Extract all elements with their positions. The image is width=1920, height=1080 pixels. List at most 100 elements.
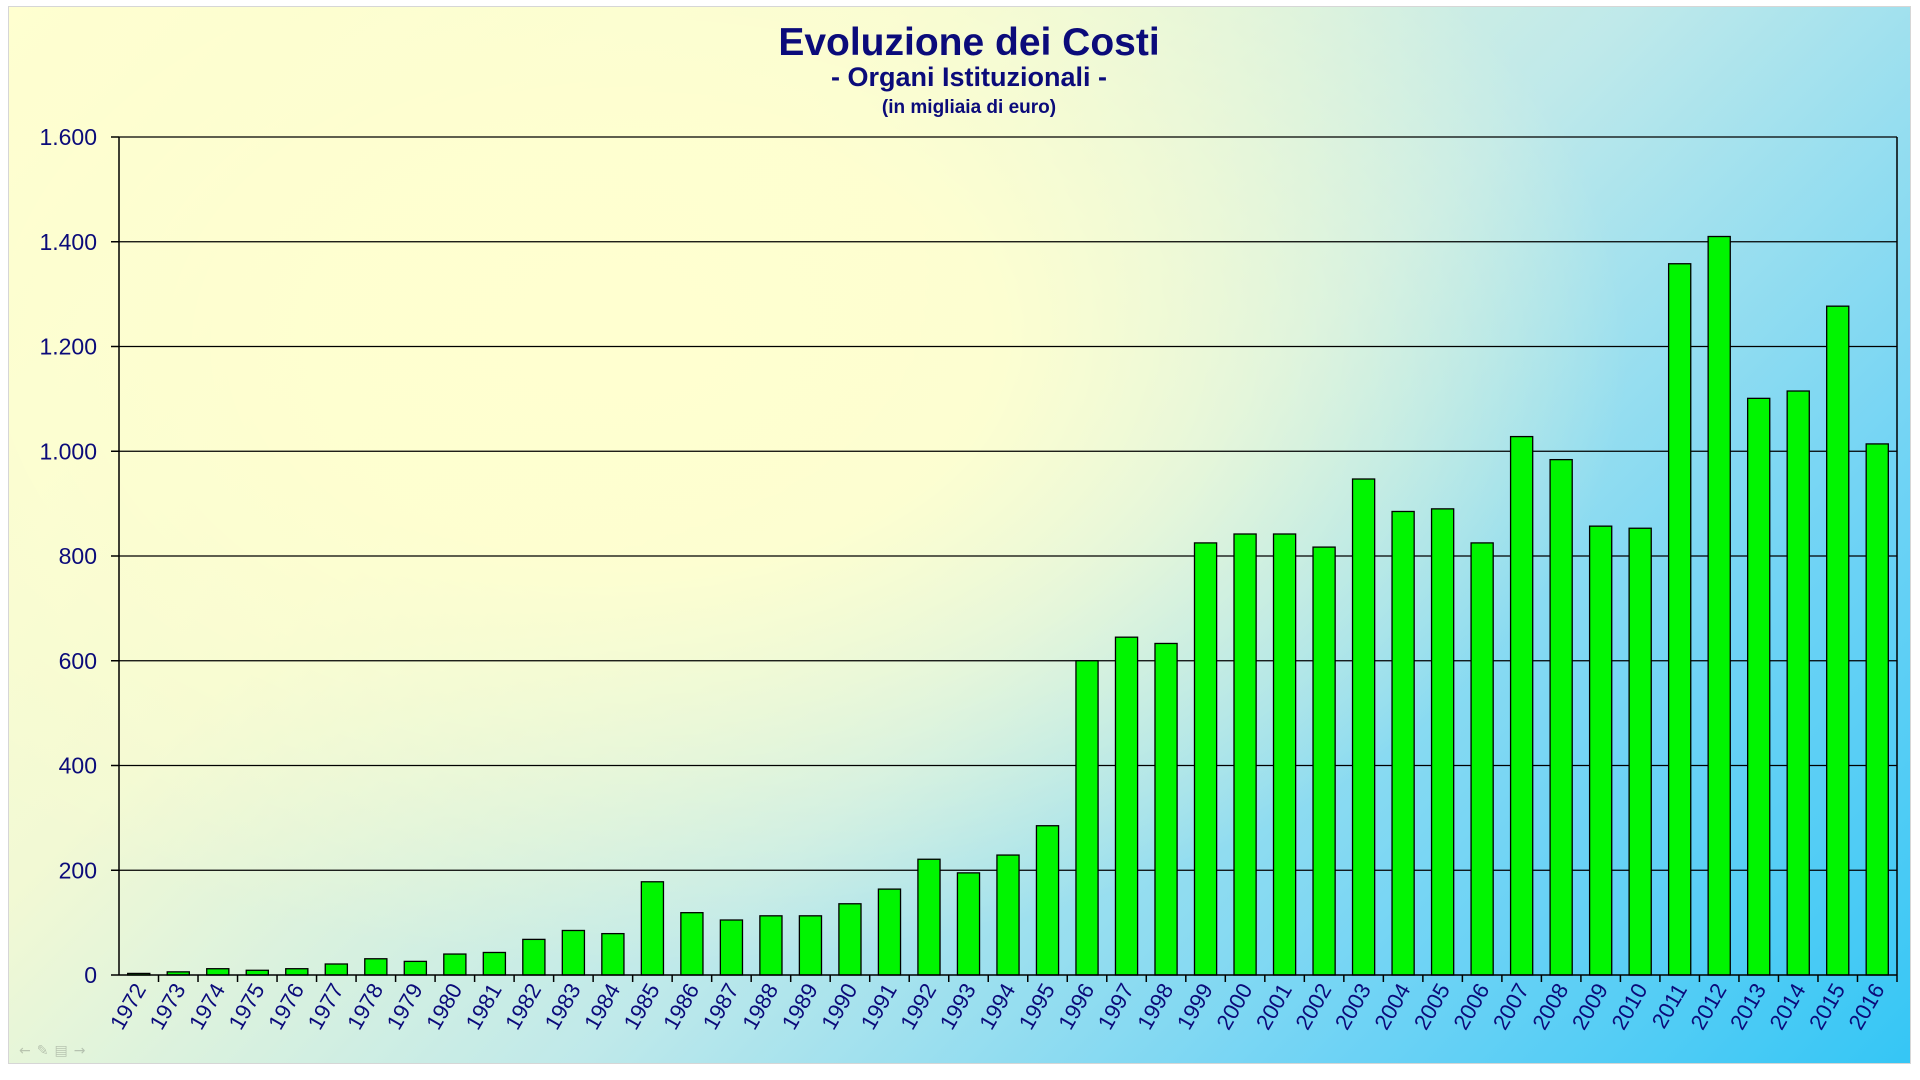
x-tick-label: 1996 bbox=[1053, 979, 1099, 1034]
bar-2014 bbox=[1786, 390, 1810, 976]
bar-2010 bbox=[1628, 527, 1652, 976]
bar-1981 bbox=[482, 951, 507, 976]
pen-icon[interactable]: ✎ bbox=[36, 1043, 49, 1059]
bar-1992 bbox=[917, 858, 941, 976]
bar-2001 bbox=[1272, 533, 1297, 976]
x-tick-label: 2007 bbox=[1488, 979, 1534, 1034]
bar-1985 bbox=[640, 881, 665, 976]
bar-1994 bbox=[996, 854, 1020, 976]
bar-1982 bbox=[522, 938, 546, 976]
y-tick-label: 1.200 bbox=[39, 334, 97, 360]
x-tick-label: 1976 bbox=[263, 979, 309, 1034]
bar-1996 bbox=[1075, 660, 1099, 976]
bar-2012 bbox=[1707, 235, 1731, 976]
x-tick-label: 2003 bbox=[1330, 979, 1376, 1034]
x-tick-label: 1999 bbox=[1172, 979, 1218, 1034]
x-tick-label: 1982 bbox=[500, 979, 546, 1034]
axes bbox=[111, 136, 1898, 982]
x-tick-label: 1972 bbox=[105, 979, 151, 1034]
x-tick-label: 2002 bbox=[1290, 979, 1336, 1034]
x-tick-label: 1984 bbox=[579, 979, 625, 1034]
bar-2006 bbox=[1470, 542, 1494, 976]
bar-2009 bbox=[1588, 525, 1613, 976]
x-tick-label: 2016 bbox=[1843, 979, 1889, 1034]
x-tick-label: 1987 bbox=[698, 979, 744, 1034]
x-tick-label: 1988 bbox=[737, 979, 783, 1034]
bar-2013 bbox=[1746, 397, 1771, 976]
x-tick-label: 1990 bbox=[816, 979, 862, 1034]
x-tick-label: 1992 bbox=[895, 979, 941, 1034]
bar-2008 bbox=[1549, 458, 1573, 976]
chart-title: Evoluzione dei Costi bbox=[778, 21, 1159, 64]
x-tick-label: 2004 bbox=[1369, 979, 1415, 1034]
x-tick-label: 1991 bbox=[856, 979, 902, 1034]
bar-1987 bbox=[719, 919, 744, 976]
bar-1976 bbox=[285, 968, 309, 976]
menu-icon[interactable]: ▤ bbox=[54, 1043, 68, 1059]
y-tick-label: 1.000 bbox=[39, 438, 97, 464]
bar-1986 bbox=[680, 912, 704, 976]
bar-1989 bbox=[798, 915, 823, 976]
x-tick-label: 1985 bbox=[619, 979, 665, 1034]
bars bbox=[127, 235, 1889, 976]
bar-1990 bbox=[838, 903, 862, 976]
bar-1988 bbox=[759, 915, 783, 976]
x-tick-label: 1979 bbox=[382, 979, 428, 1034]
x-tick-label: 1973 bbox=[144, 979, 190, 1034]
y-tick-label: 800 bbox=[59, 543, 97, 569]
x-tick-label: 2005 bbox=[1409, 979, 1455, 1034]
bar-2004 bbox=[1391, 510, 1415, 976]
x-tick-label: 1978 bbox=[342, 979, 388, 1034]
x-tick-label: 2014 bbox=[1764, 979, 1810, 1034]
bar-1999 bbox=[1193, 542, 1218, 976]
x-tick-label: 2000 bbox=[1211, 979, 1257, 1034]
x-tick-label: 2012 bbox=[1685, 979, 1731, 1034]
bar-2002 bbox=[1312, 546, 1336, 976]
x-tick-label: 1981 bbox=[461, 979, 507, 1034]
bar-1977 bbox=[324, 963, 349, 976]
y-tick-label: 0 bbox=[84, 962, 97, 988]
x-tick-label: 1980 bbox=[421, 979, 467, 1034]
y-tick-label: 200 bbox=[59, 857, 97, 883]
x-tick-label: 1986 bbox=[658, 979, 704, 1034]
bar-2000 bbox=[1233, 533, 1257, 976]
bar-1991 bbox=[877, 888, 902, 976]
bar-1980 bbox=[443, 953, 467, 976]
next-arrow-icon[interactable]: → bbox=[73, 1043, 86, 1059]
x-tick-label: 2010 bbox=[1606, 979, 1652, 1034]
chart-unit-note: (in migliaia di euro) bbox=[882, 97, 1056, 118]
bar-1983 bbox=[561, 929, 586, 976]
x-tick-label: 2009 bbox=[1567, 979, 1613, 1034]
chart-frame: Evoluzione dei Costi - Organi Istituzion… bbox=[8, 6, 1911, 1064]
bar-2003 bbox=[1351, 478, 1376, 976]
y-tick-label: 1.400 bbox=[39, 229, 97, 255]
x-tick-label: 1974 bbox=[184, 979, 230, 1034]
x-tick-label: 1983 bbox=[540, 979, 586, 1034]
gridlines bbox=[119, 136, 1897, 871]
bar-2007 bbox=[1509, 435, 1534, 976]
x-tick-label: 2015 bbox=[1804, 979, 1850, 1034]
bar-1979 bbox=[403, 960, 428, 976]
x-tick-label: 2008 bbox=[1527, 979, 1573, 1034]
y-tick-label: 600 bbox=[59, 648, 97, 674]
chart-subtitle: - Organi Istituzionali - bbox=[831, 62, 1107, 92]
bar-2011 bbox=[1667, 263, 1692, 976]
x-tick-label: 2001 bbox=[1251, 979, 1297, 1034]
x-tick-label: 1994 bbox=[974, 979, 1020, 1034]
bar-1984 bbox=[601, 932, 625, 976]
y-tick-label: 400 bbox=[59, 753, 97, 779]
x-tick-label: 1977 bbox=[303, 979, 349, 1034]
y-axis-tick-labels: 0 200 400 600 800 1.000 1.200 1.400 1.600 bbox=[39, 124, 97, 988]
x-tick-label: 2011 bbox=[1647, 979, 1692, 1032]
x-tick-label: 2013 bbox=[1725, 979, 1771, 1034]
bar-1997 bbox=[1114, 636, 1139, 976]
bar-1978 bbox=[364, 958, 388, 976]
bar-2016 bbox=[1865, 443, 1889, 976]
x-tick-label: 1975 bbox=[223, 979, 269, 1034]
prev-arrow-icon[interactable]: ← bbox=[19, 1043, 31, 1059]
slide-controls[interactable]: ← ✎ ▤ → bbox=[19, 1043, 85, 1059]
x-tick-label: 2006 bbox=[1448, 979, 1494, 1034]
x-tick-label: 1998 bbox=[1132, 979, 1178, 1034]
x-tick-label: 1993 bbox=[935, 979, 981, 1034]
bar-1974 bbox=[206, 968, 230, 976]
